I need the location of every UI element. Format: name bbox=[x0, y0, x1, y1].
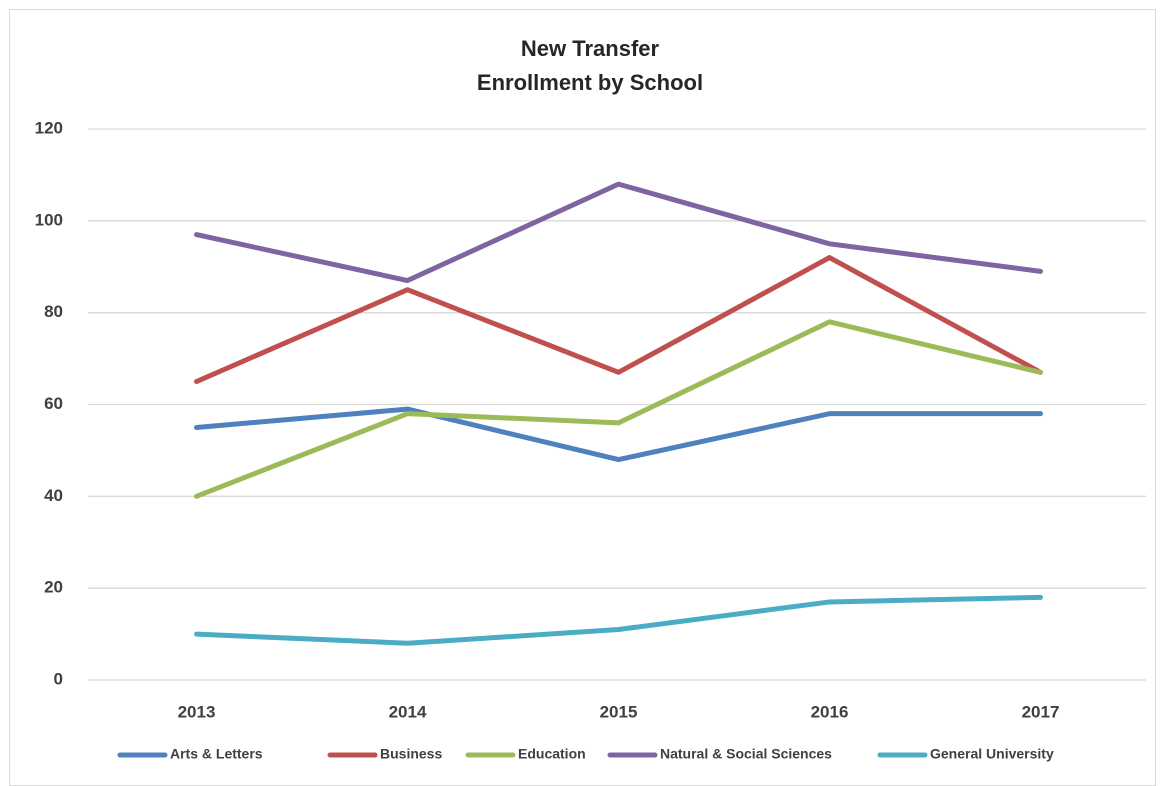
legend-label: Education bbox=[518, 746, 586, 762]
legend-label: General University bbox=[930, 746, 1054, 762]
series-line bbox=[194, 319, 1043, 499]
y-tick-label: 60 bbox=[44, 394, 63, 413]
legend-label: Natural & Social Sciences bbox=[660, 746, 832, 762]
x-tick-label: 2017 bbox=[1022, 702, 1060, 721]
x-tick-label: 2014 bbox=[389, 702, 427, 721]
chart-frame bbox=[9, 9, 1156, 786]
x-tick-label: 2013 bbox=[178, 702, 216, 721]
chart-title: New Transfer bbox=[521, 36, 660, 61]
legend-label: Business bbox=[380, 746, 442, 762]
y-tick-label: 100 bbox=[35, 210, 63, 229]
x-tick-label: 2015 bbox=[600, 702, 638, 721]
y-tick-label: 40 bbox=[44, 486, 63, 505]
y-tick-label: 20 bbox=[44, 578, 63, 597]
y-tick-label: 80 bbox=[44, 302, 63, 321]
x-tick-label: 2016 bbox=[811, 702, 849, 721]
series-line bbox=[194, 181, 1043, 284]
y-tick-label: 0 bbox=[54, 669, 63, 688]
y-tick-label: 120 bbox=[35, 118, 63, 137]
legend-label: Arts & Letters bbox=[170, 746, 263, 762]
series-line bbox=[194, 594, 1043, 646]
chart-title: Enrollment by School bbox=[477, 70, 703, 95]
series-line bbox=[194, 255, 1043, 385]
series-line bbox=[194, 406, 1043, 463]
